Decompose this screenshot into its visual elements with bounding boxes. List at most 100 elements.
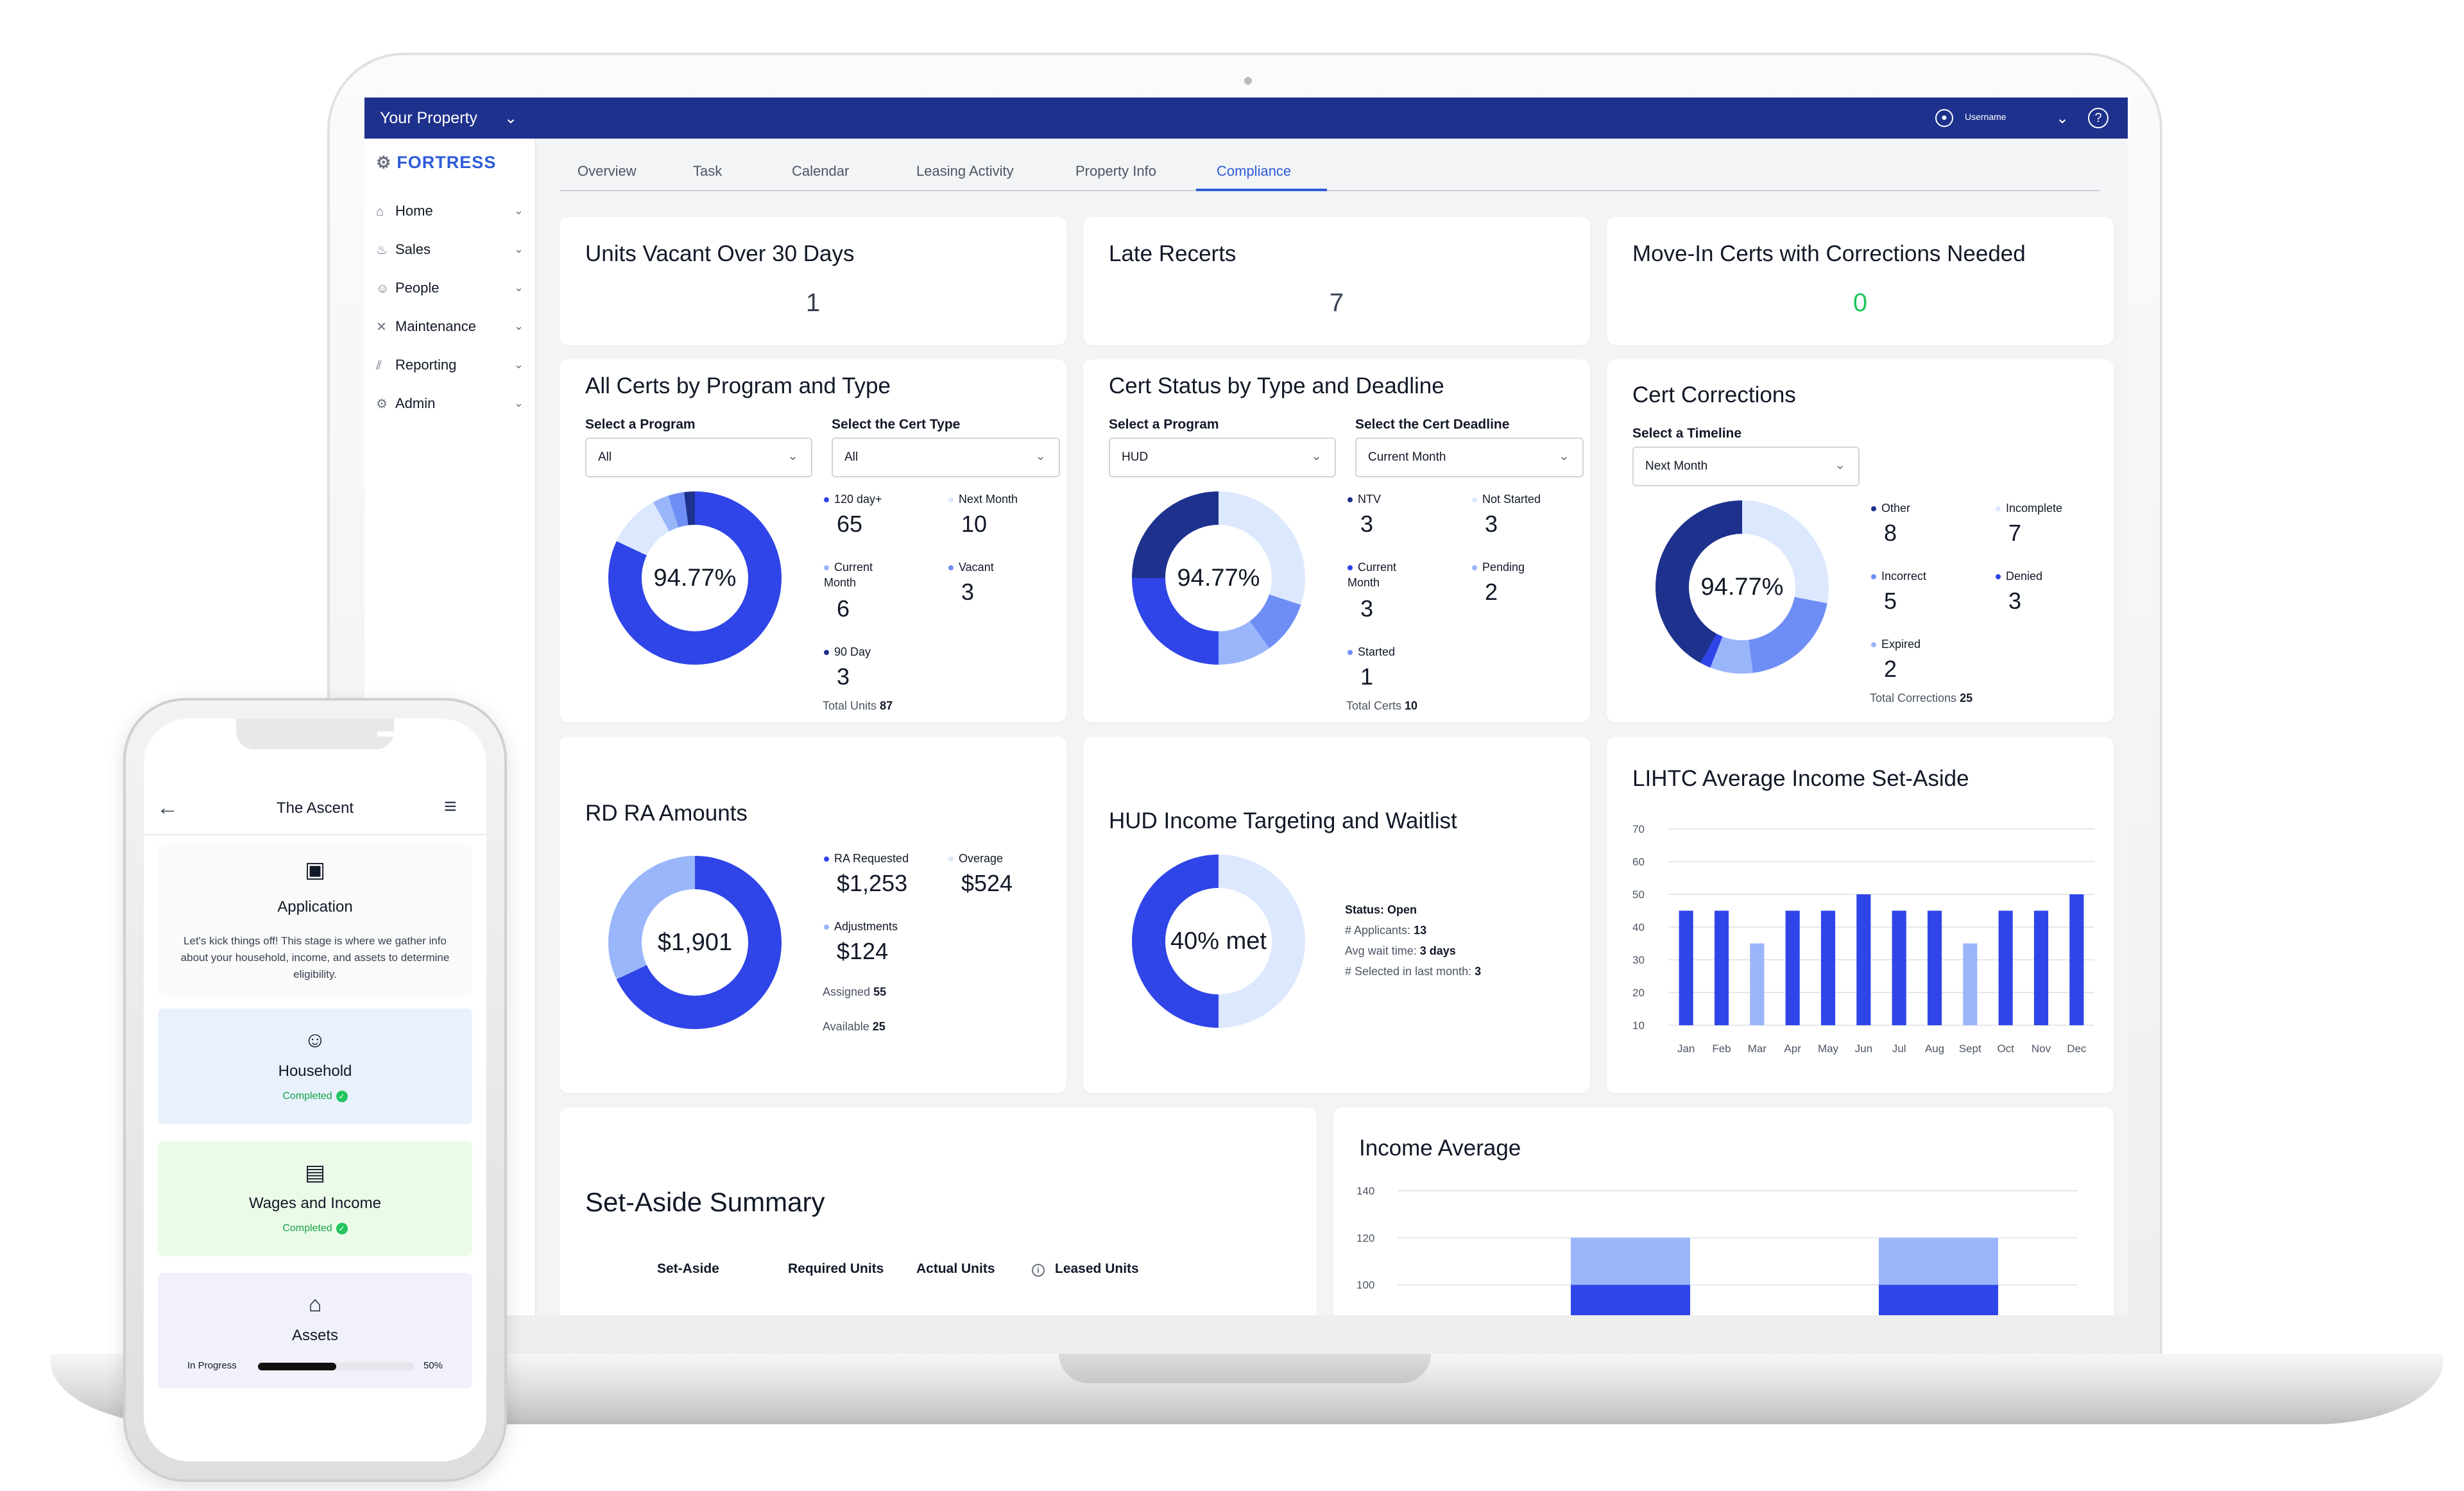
step-household[interactable]: ☺ Household Completed ✓ (158, 1009, 472, 1124)
legend-label: Other (1881, 502, 1911, 515)
sidebar-item-label: Maintenance (395, 318, 476, 334)
hamburger-menu-icon[interactable]: ≡ (444, 794, 457, 819)
legend-dot (948, 497, 954, 503)
step-title: Assets (291, 1327, 339, 1344)
legend-value: $1,253 (837, 870, 908, 896)
column-header-leased-units: i Leased Units (1032, 1261, 1139, 1277)
sidebar-item-reporting[interactable]: ⫽ Reporting ⌄ (376, 357, 524, 379)
step-wages-income[interactable]: ▤ Wages and Income Completed ✓ (158, 1141, 472, 1256)
x-tick-label: Mar (1748, 1043, 1767, 1055)
legend-dot (824, 856, 829, 862)
select-value: Current Month (1368, 450, 1446, 464)
sidebar-item-label: Reporting (395, 357, 457, 373)
legend-label: Incorrect (1881, 570, 1927, 583)
tab-leasing-activity[interactable]: Leasing Activity (916, 163, 1014, 179)
x-tick-label: Jan (1677, 1043, 1695, 1055)
legend-label: 90 Day (834, 645, 871, 658)
progress-label: In Progress (187, 1360, 237, 1371)
chevron-down-icon: ⌄ (513, 396, 524, 409)
timeline-select[interactable]: Next Month ⌄ (1632, 447, 1860, 486)
username[interactable]: Username (1965, 112, 2006, 122)
sidebar-item-maintenance[interactable]: ✕ Maintenance ⌄ (376, 318, 524, 340)
y-tick-label: 100 (1356, 1279, 1374, 1291)
legend-item: Next Month (948, 491, 1018, 507)
program-select[interactable]: HUD ⌄ (1109, 438, 1336, 477)
cert-deadline-select[interactable]: Current Month ⌄ (1355, 438, 1584, 477)
phone-notch (236, 719, 439, 749)
y-tick-label: 140 (1356, 1185, 1374, 1197)
sidebar-item-people[interactable]: ☺ People ⌄ (376, 280, 524, 302)
legend-value: 8 (1884, 520, 1897, 546)
household-icon: ☺ (304, 1028, 327, 1052)
legend-dot (948, 565, 954, 571)
legend-dot (1348, 650, 1353, 656)
help-icon[interactable]: ? (2088, 108, 2109, 128)
divider (144, 834, 486, 835)
legend-item: Pending (1472, 559, 1525, 575)
check-icon: ✓ (336, 1091, 348, 1102)
info-icon[interactable]: i (1032, 1264, 1045, 1277)
x-tick-label: Sept (1959, 1043, 1981, 1055)
chart-title: LIHTC Average Income Set-Aside (1632, 766, 1969, 791)
legend-value: 1 (1360, 663, 1374, 690)
legend-dot (1871, 574, 1876, 580)
sidebar-item-sales[interactable]: ♨ Sales ⌄ (376, 241, 524, 263)
select-value: All (844, 450, 859, 464)
cert-type-select[interactable]: All ⌄ (832, 438, 1060, 477)
legend-label: Next Month (959, 493, 1018, 506)
tab-task[interactable]: Task (693, 163, 723, 179)
bar (1927, 910, 1942, 1025)
cert-status-donut: 94.77% (1132, 491, 1305, 665)
sidebar-item-admin[interactable]: ⚙ Admin ⌄ (376, 395, 524, 417)
chevron-down-icon: ⌄ (513, 281, 524, 294)
tab-calendar[interactable]: Calendar (792, 163, 850, 179)
donut-center-label: 94.77% (642, 525, 748, 631)
sidebar-item-home[interactable]: ⌂ Home ⌄ (376, 203, 524, 225)
column-header-required-units: Required Units (788, 1261, 884, 1276)
available-label: Available (823, 1020, 869, 1033)
dashboard-screen: Your Property ⌄ ● Username ⌄ ? ⚙ FORTRESS… (364, 98, 2128, 1315)
tab-property-info[interactable]: Property Info (1075, 163, 1156, 179)
x-tick-label: Oct (1997, 1043, 2014, 1055)
legend-dot (824, 565, 829, 571)
bar (1892, 910, 1906, 1025)
y-tick-label: 10 (1632, 1019, 1645, 1032)
program-select[interactable]: All ⌄ (585, 438, 812, 477)
chart-icon: ⫽ (376, 359, 382, 373)
home-icon: ⌂ (376, 205, 384, 219)
assigned-value: 55 (873, 985, 887, 998)
legend-dot (1472, 565, 1477, 571)
phone-device: ← The Ascent ≡ ▣ Application Let's kick … (123, 698, 507, 1482)
assigned-label: Assigned (823, 985, 871, 998)
bar (1679, 910, 1693, 1025)
tab-compliance[interactable]: Compliance (1217, 163, 1292, 179)
property-selector[interactable]: Your Property (380, 109, 477, 127)
donut-center-label: 94.77% (1689, 534, 1795, 640)
income-average-card: Income Average 100 120 140 (1333, 1107, 2114, 1315)
kpi-card-corrections-needed: Move-In Certs with Corrections Needed 0 (1607, 217, 2114, 345)
total-value: 87 (880, 699, 893, 712)
user-icon[interactable]: ● (1935, 109, 1953, 127)
legend-label: Overage (959, 852, 1004, 865)
donut-center-label: 94.77% (1165, 525, 1272, 631)
kpi-value: 7 (1329, 289, 1344, 317)
bar (2069, 894, 2084, 1025)
status-text: Completed (282, 1091, 332, 1102)
bar-segment (1571, 1284, 1690, 1315)
total-value: 10 (1405, 699, 1418, 712)
chevron-down-icon[interactable]: ⌄ (2056, 110, 2069, 127)
step-assets[interactable]: ⌂ Assets In Progress 50% (158, 1273, 472, 1388)
available-value: 25 (872, 1020, 886, 1033)
legend-value: $124 (837, 938, 889, 964)
chevron-down-icon[interactable]: ⌄ (504, 110, 518, 127)
legend-item: Current Month (824, 559, 901, 590)
legend-dot (824, 650, 829, 656)
select-value: HUD (1122, 450, 1149, 464)
tab-overview[interactable]: Overview (578, 163, 637, 179)
legend-item: Started (1348, 644, 1395, 660)
legend-item: Overage (948, 851, 1003, 866)
back-arrow-icon[interactable]: ← (157, 796, 178, 820)
selected-value: 3 (1475, 965, 1482, 978)
status-value: Open (1387, 903, 1417, 916)
legend-item: Incorrect (1871, 568, 1926, 584)
